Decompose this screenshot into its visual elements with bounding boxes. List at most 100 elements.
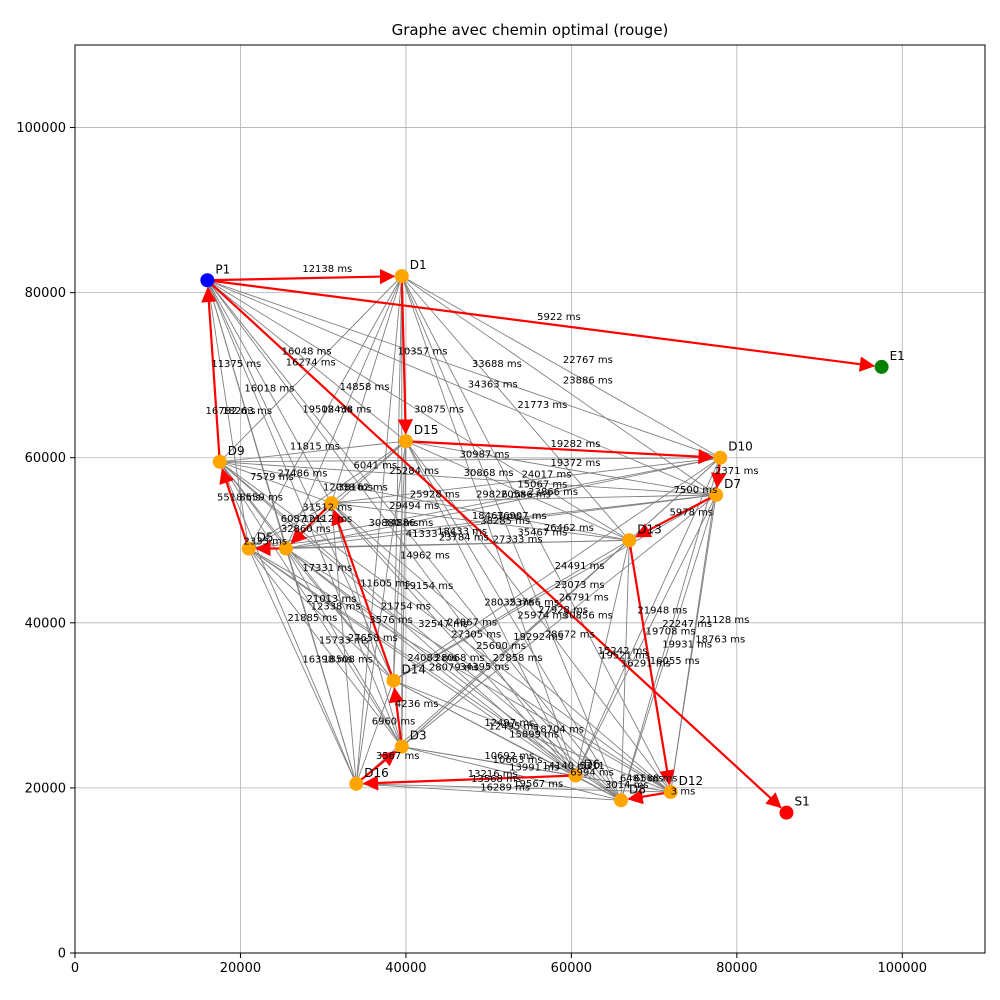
graph-node-d7 bbox=[709, 487, 724, 502]
graph-edge bbox=[670, 494, 717, 793]
graph-edge bbox=[575, 540, 630, 776]
graph-edge bbox=[393, 494, 717, 681]
edge-weight-label: 11375 ms bbox=[211, 359, 261, 370]
graph-edge bbox=[405, 440, 671, 793]
graph-edge bbox=[285, 548, 576, 776]
edge-weight-label: 41333 ms bbox=[406, 529, 456, 540]
edge-weight-label: 27928 ms bbox=[538, 605, 588, 616]
edge-weight-label: 8559 ms bbox=[239, 493, 283, 504]
edge-weight-label: 23784 ms bbox=[439, 532, 489, 543]
x-tick-label: 20000 bbox=[220, 961, 261, 976]
edge-weight-label: 22247 ms bbox=[662, 619, 712, 630]
edge-weight-label: 25974 ms bbox=[517, 611, 567, 622]
graph-edge bbox=[248, 548, 576, 776]
edge-weight-label: 30880 ms bbox=[369, 518, 419, 529]
graph-edge bbox=[401, 275, 576, 776]
edge-weight-label: 10663 ms bbox=[493, 755, 543, 766]
optimal-path-edge bbox=[628, 540, 675, 786]
graph-edge bbox=[355, 441, 407, 784]
edge-weight-label: 19282 ms bbox=[551, 439, 601, 450]
edge-weight-label: 16055 ms bbox=[650, 656, 700, 667]
edge-weight-label: 6087 ms bbox=[281, 514, 325, 525]
edge-weight-label: 18467 ms bbox=[472, 511, 522, 522]
optimal-path-edge bbox=[405, 440, 714, 465]
graph-edge bbox=[219, 461, 630, 541]
graph-edge bbox=[393, 680, 622, 801]
edge-weight-label: 12495 ms bbox=[488, 721, 538, 732]
edge-weight-label: 16291 ms bbox=[621, 659, 671, 670]
graph-edge bbox=[285, 548, 357, 784]
edge-weight-label: 16398 ms bbox=[302, 654, 352, 665]
graph-node-d13 bbox=[622, 533, 637, 548]
optimal-path-edge bbox=[355, 750, 397, 785]
edge-weight-label: 27305 ms bbox=[451, 630, 501, 641]
edge-weight-label: 7500 ms bbox=[674, 485, 718, 496]
edge-weight-label: 22858 ms bbox=[493, 653, 543, 664]
graph-edge bbox=[620, 540, 630, 801]
graph-edge bbox=[331, 502, 576, 776]
edge-weight-label: 23866 ms bbox=[528, 487, 578, 498]
optimal-path-edge bbox=[627, 789, 671, 805]
node-label-d12: D12 bbox=[679, 774, 704, 788]
graph-edge bbox=[206, 280, 403, 747]
edge-weight-label: 30868 ms bbox=[464, 468, 514, 479]
graph-node-d15 bbox=[398, 434, 413, 449]
optimal-path-layer bbox=[201, 268, 876, 809]
node-label-d13: D13 bbox=[637, 522, 662, 536]
graph-edge bbox=[355, 276, 403, 784]
edge-weight-label: 7579 ms bbox=[250, 472, 294, 483]
graph-edge bbox=[219, 461, 622, 801]
optimal-path-edge bbox=[331, 509, 395, 681]
edge-weight-label: 17331 ms bbox=[302, 563, 352, 574]
node-label-d6: D6 bbox=[584, 758, 601, 772]
edge-weight-label: 6041 ms bbox=[354, 460, 398, 471]
edge-weight-label: 10692 ms bbox=[484, 751, 534, 762]
edge-weight-label: 34363 ms bbox=[468, 380, 518, 391]
edge-weight-label: 19708 ms bbox=[646, 626, 696, 637]
node-label-d7: D7 bbox=[724, 477, 741, 491]
graph-edge bbox=[393, 539, 630, 681]
optimal-path-edge bbox=[362, 774, 576, 791]
graph-edge bbox=[219, 461, 394, 681]
graph-edge bbox=[620, 457, 721, 801]
graph-edge bbox=[219, 461, 671, 793]
x-tick-label: 60000 bbox=[551, 961, 592, 976]
edge-weight-label: 16782 ms bbox=[206, 406, 256, 417]
graph-edge bbox=[401, 275, 672, 793]
edge-weight-label: 28068 ms bbox=[435, 653, 485, 664]
graph-edge bbox=[285, 275, 403, 549]
graph-edge bbox=[248, 548, 403, 747]
edge-weight-label: 25928 ms bbox=[410, 489, 460, 500]
edge-weight-label: 13991 ms bbox=[509, 763, 559, 774]
edge-weight-label: 23886 ms bbox=[563, 375, 613, 386]
plot-frame bbox=[74, 44, 986, 954]
edge-weight-label: 35467 ms bbox=[517, 527, 567, 538]
axis-layer: 0 20000 40000 60000 80000 100000 0 20000 40000 60… bbox=[16, 44, 986, 976]
edge-weight-label: 12138 ms bbox=[302, 264, 352, 275]
edge-weight-label: 3014 ms bbox=[605, 780, 649, 791]
graph-node-d1 bbox=[394, 269, 409, 284]
edge-weight-label: 19521 ms bbox=[600, 650, 650, 661]
graph-edge bbox=[575, 775, 671, 793]
edge-weight-label: 11605 ms bbox=[360, 578, 410, 589]
edge-weight-label: 24867 ms bbox=[447, 617, 497, 628]
graph-edge bbox=[405, 440, 630, 541]
graph-edge bbox=[285, 548, 622, 801]
edge-weight-label: 26462 ms bbox=[544, 523, 594, 534]
graph-edge bbox=[285, 548, 671, 793]
edge-weight-label: 16907 ms bbox=[497, 511, 547, 522]
edge-weight-label: 16048 ms bbox=[282, 347, 332, 358]
y-tick-label: 60000 bbox=[25, 451, 66, 466]
x-tick-label: 80000 bbox=[716, 961, 757, 976]
graph-edge bbox=[207, 279, 721, 459]
edge-weight-label: 12338 ms bbox=[311, 602, 361, 613]
node-label-e1: E1 bbox=[890, 349, 905, 363]
graph-edge bbox=[285, 548, 394, 681]
node-label-layer: P1 D1 E1 D15 D10 D7 D9 D13 D5 D14 D3 D16 D6 D12 D8 S1 bbox=[215, 258, 904, 809]
edge-weight-label: 21013 ms bbox=[306, 594, 356, 605]
node-label-d16: D16 bbox=[364, 766, 389, 780]
edge-weight-label: 25284 ms bbox=[389, 466, 439, 477]
edge-weight-label: 29826 ms bbox=[476, 489, 526, 500]
